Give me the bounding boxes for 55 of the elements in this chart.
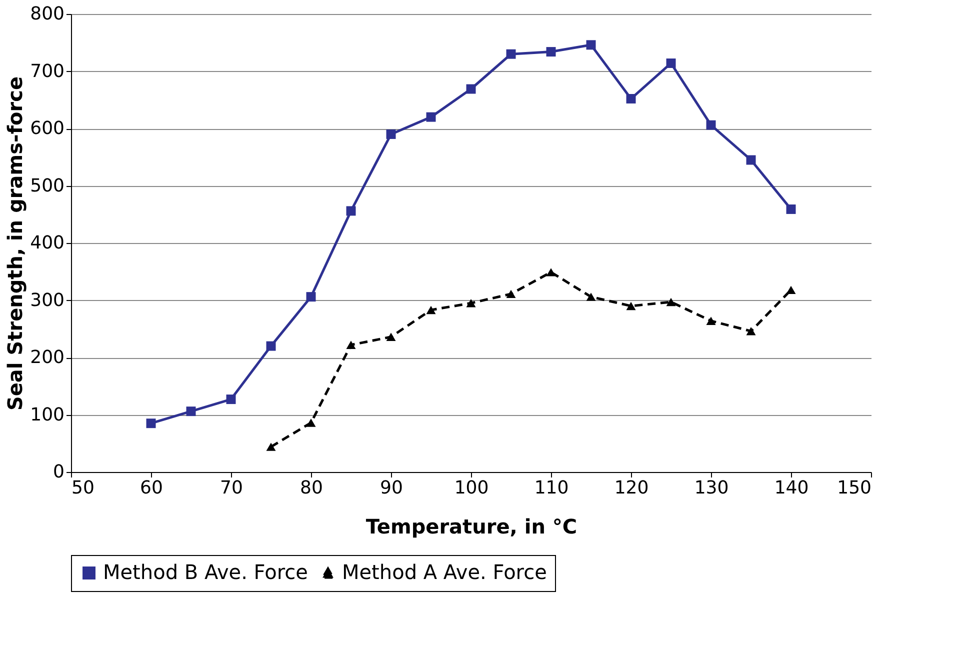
x-tick-label: 60 xyxy=(140,478,163,498)
x-axis-title: Temperature, in °C xyxy=(366,514,578,538)
point xyxy=(546,47,556,57)
y-tick-label: 800 xyxy=(30,4,64,24)
point xyxy=(786,286,796,294)
legend-label: Method B Ave. Force xyxy=(103,560,308,584)
point xyxy=(186,406,196,416)
point xyxy=(786,204,796,214)
point xyxy=(586,292,596,301)
point xyxy=(626,94,636,104)
point xyxy=(226,394,236,404)
point xyxy=(386,129,396,139)
point xyxy=(386,332,396,341)
point xyxy=(626,302,636,310)
x-tick-label: 90 xyxy=(380,478,403,498)
point xyxy=(346,340,356,350)
x-tick-label: 70 xyxy=(220,478,243,498)
x-tick-label: 150 xyxy=(837,478,872,498)
x-tick-label: 50 xyxy=(72,478,94,498)
y-tick-label: 200 xyxy=(30,347,64,368)
point xyxy=(666,298,676,306)
y-tick-label: 600 xyxy=(30,118,64,139)
point xyxy=(346,206,356,216)
x-tick-label: 80 xyxy=(300,478,323,498)
x-tick-label: 140 xyxy=(774,478,809,498)
y-tick-label: 400 xyxy=(30,232,64,254)
y-tick-label: 500 xyxy=(30,175,64,196)
x-tick-label: 120 xyxy=(614,478,649,498)
legend-label: Method A Ave. Force xyxy=(342,560,547,584)
y-tick-label: 0 xyxy=(53,462,64,482)
point xyxy=(706,120,716,130)
point xyxy=(706,316,716,325)
point xyxy=(466,84,476,94)
point xyxy=(266,341,276,351)
point xyxy=(426,112,436,122)
x-tick-label: 100 xyxy=(454,478,489,498)
point xyxy=(746,155,756,165)
point xyxy=(426,306,436,314)
y-tick-label: 700 xyxy=(30,60,64,82)
point xyxy=(666,58,676,68)
point xyxy=(306,292,316,302)
point xyxy=(546,268,556,276)
point xyxy=(466,299,476,308)
y-axis-title: Seal Strength, in grams-force xyxy=(3,76,28,411)
x-tick-label: 130 xyxy=(694,478,729,498)
x-tick-label: 110 xyxy=(534,478,569,498)
y-tick-label: 300 xyxy=(30,290,64,311)
point xyxy=(506,290,516,298)
point xyxy=(506,49,516,59)
y-tick-label: 100 xyxy=(30,404,64,426)
point xyxy=(266,442,276,451)
point xyxy=(586,40,596,50)
point xyxy=(146,418,156,428)
point xyxy=(306,418,316,427)
point xyxy=(746,327,756,336)
